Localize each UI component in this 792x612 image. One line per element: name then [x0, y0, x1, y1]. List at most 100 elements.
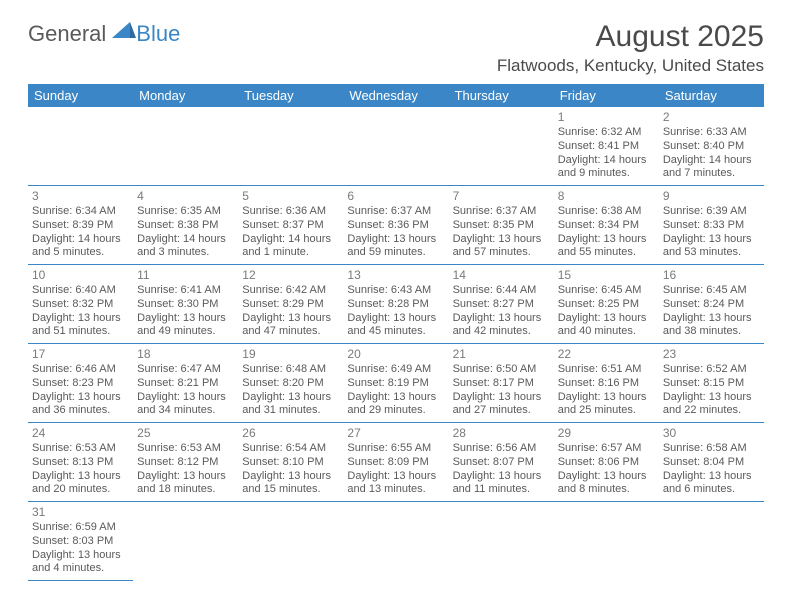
- day-number: 14: [453, 268, 550, 283]
- day-cell: 1Sunrise: 6:32 AMSunset: 8:41 PMDaylight…: [554, 107, 659, 186]
- day-number: 15: [558, 268, 655, 283]
- sunrise-line: Sunrise: 6:56 AM: [453, 442, 550, 456]
- sunset-line: Sunset: 8:09 PM: [347, 456, 444, 470]
- day-number: 17: [32, 347, 129, 362]
- calendar-body: 1Sunrise: 6:32 AMSunset: 8:41 PMDaylight…: [28, 107, 764, 581]
- sunrise-line: Sunrise: 6:42 AM: [242, 284, 339, 298]
- empty-cell: [238, 107, 343, 186]
- sunset-line: Sunset: 8:12 PM: [137, 456, 234, 470]
- daylight-line: Daylight: 13 hours and 18 minutes.: [137, 470, 234, 498]
- day-number: 11: [137, 268, 234, 283]
- day-cell: 24Sunrise: 6:53 AMSunset: 8:13 PMDayligh…: [28, 423, 133, 502]
- daylight-line: Daylight: 13 hours and 11 minutes.: [453, 470, 550, 498]
- empty-cell: [343, 107, 448, 186]
- day-number: 1: [558, 110, 655, 125]
- day-number: 3: [32, 189, 129, 204]
- daylight-line: Daylight: 13 hours and 57 minutes.: [453, 233, 550, 261]
- empty-cell: [28, 107, 133, 186]
- daylight-line: Daylight: 14 hours and 1 minute.: [242, 233, 339, 261]
- daylight-line: Daylight: 13 hours and 34 minutes.: [137, 391, 234, 419]
- logo-text-right: Blue: [136, 21, 180, 47]
- sunset-line: Sunset: 8:13 PM: [32, 456, 129, 470]
- sunset-line: Sunset: 8:03 PM: [32, 535, 129, 549]
- sunrise-line: Sunrise: 6:34 AM: [32, 205, 129, 219]
- day-cell: 21Sunrise: 6:50 AMSunset: 8:17 PMDayligh…: [449, 344, 554, 423]
- day-cell: 8Sunrise: 6:38 AMSunset: 8:34 PMDaylight…: [554, 186, 659, 265]
- sunset-line: Sunset: 8:23 PM: [32, 377, 129, 391]
- daylight-line: Daylight: 13 hours and 6 minutes.: [663, 470, 760, 498]
- daylight-line: Daylight: 13 hours and 20 minutes.: [32, 470, 129, 498]
- daylight-line: Daylight: 13 hours and 25 minutes.: [558, 391, 655, 419]
- day-number: 29: [558, 426, 655, 441]
- sunrise-line: Sunrise: 6:39 AM: [663, 205, 760, 219]
- day-number: 7: [453, 189, 550, 204]
- empty-cell: [659, 502, 764, 581]
- sunrise-line: Sunrise: 6:47 AM: [137, 363, 234, 377]
- daylight-line: Daylight: 13 hours and 8 minutes.: [558, 470, 655, 498]
- day-cell: 23Sunrise: 6:52 AMSunset: 8:15 PMDayligh…: [659, 344, 764, 423]
- day-number: 21: [453, 347, 550, 362]
- sunset-line: Sunset: 8:20 PM: [242, 377, 339, 391]
- weekday-header: Monday: [133, 84, 238, 107]
- daylight-line: Daylight: 13 hours and 49 minutes.: [137, 312, 234, 340]
- weekday-header: Sunday: [28, 84, 133, 107]
- day-number: 20: [347, 347, 444, 362]
- sunrise-line: Sunrise: 6:37 AM: [347, 205, 444, 219]
- sunset-line: Sunset: 8:17 PM: [453, 377, 550, 391]
- sunset-line: Sunset: 8:29 PM: [242, 298, 339, 312]
- sunrise-line: Sunrise: 6:58 AM: [663, 442, 760, 456]
- daylight-line: Daylight: 13 hours and 45 minutes.: [347, 312, 444, 340]
- day-cell: 9Sunrise: 6:39 AMSunset: 8:33 PMDaylight…: [659, 186, 764, 265]
- day-cell: 29Sunrise: 6:57 AMSunset: 8:06 PMDayligh…: [554, 423, 659, 502]
- weekday-header: Saturday: [659, 84, 764, 107]
- sunset-line: Sunset: 8:27 PM: [453, 298, 550, 312]
- day-cell: 18Sunrise: 6:47 AMSunset: 8:21 PMDayligh…: [133, 344, 238, 423]
- day-number: 13: [347, 268, 444, 283]
- sunrise-line: Sunrise: 6:36 AM: [242, 205, 339, 219]
- sunrise-line: Sunrise: 6:52 AM: [663, 363, 760, 377]
- weekday-header: Tuesday: [238, 84, 343, 107]
- day-cell: 20Sunrise: 6:49 AMSunset: 8:19 PMDayligh…: [343, 344, 448, 423]
- empty-cell: [554, 502, 659, 581]
- day-number: 23: [663, 347, 760, 362]
- sunset-line: Sunset: 8:41 PM: [558, 140, 655, 154]
- weekday-header: Friday: [554, 84, 659, 107]
- sunset-line: Sunset: 8:35 PM: [453, 219, 550, 233]
- sunset-line: Sunset: 8:24 PM: [663, 298, 760, 312]
- day-cell: 31Sunrise: 6:59 AMSunset: 8:03 PMDayligh…: [28, 502, 133, 581]
- sunset-line: Sunset: 8:06 PM: [558, 456, 655, 470]
- sunset-line: Sunset: 8:30 PM: [137, 298, 234, 312]
- day-cell: 13Sunrise: 6:43 AMSunset: 8:28 PMDayligh…: [343, 265, 448, 344]
- calendar-header-row: SundayMondayTuesdayWednesdayThursdayFrid…: [28, 84, 764, 107]
- day-cell: 15Sunrise: 6:45 AMSunset: 8:25 PMDayligh…: [554, 265, 659, 344]
- sunrise-line: Sunrise: 6:48 AM: [242, 363, 339, 377]
- day-number: 2: [663, 110, 760, 125]
- daylight-line: Daylight: 13 hours and 29 minutes.: [347, 391, 444, 419]
- empty-cell: [343, 502, 448, 581]
- sunrise-line: Sunrise: 6:53 AM: [137, 442, 234, 456]
- daylight-line: Daylight: 13 hours and 36 minutes.: [32, 391, 129, 419]
- logo-text-left: General: [28, 21, 106, 47]
- day-cell: 7Sunrise: 6:37 AMSunset: 8:35 PMDaylight…: [449, 186, 554, 265]
- day-number: 27: [347, 426, 444, 441]
- sunset-line: Sunset: 8:34 PM: [558, 219, 655, 233]
- day-cell: 5Sunrise: 6:36 AMSunset: 8:37 PMDaylight…: [238, 186, 343, 265]
- empty-cell: [449, 107, 554, 186]
- empty-cell: [238, 502, 343, 581]
- weekday-header: Wednesday: [343, 84, 448, 107]
- sunrise-line: Sunrise: 6:45 AM: [558, 284, 655, 298]
- sunset-line: Sunset: 8:39 PM: [32, 219, 129, 233]
- day-cell: 10Sunrise: 6:40 AMSunset: 8:32 PMDayligh…: [28, 265, 133, 344]
- day-number: 24: [32, 426, 129, 441]
- daylight-line: Daylight: 13 hours and 15 minutes.: [242, 470, 339, 498]
- sunrise-line: Sunrise: 6:50 AM: [453, 363, 550, 377]
- sunrise-line: Sunrise: 6:54 AM: [242, 442, 339, 456]
- daylight-line: Daylight: 14 hours and 7 minutes.: [663, 154, 760, 182]
- day-number: 10: [32, 268, 129, 283]
- day-number: 8: [558, 189, 655, 204]
- day-cell: 25Sunrise: 6:53 AMSunset: 8:12 PMDayligh…: [133, 423, 238, 502]
- daylight-line: Daylight: 13 hours and 31 minutes.: [242, 391, 339, 419]
- daylight-line: Daylight: 13 hours and 27 minutes.: [453, 391, 550, 419]
- empty-cell: [449, 502, 554, 581]
- sunrise-line: Sunrise: 6:43 AM: [347, 284, 444, 298]
